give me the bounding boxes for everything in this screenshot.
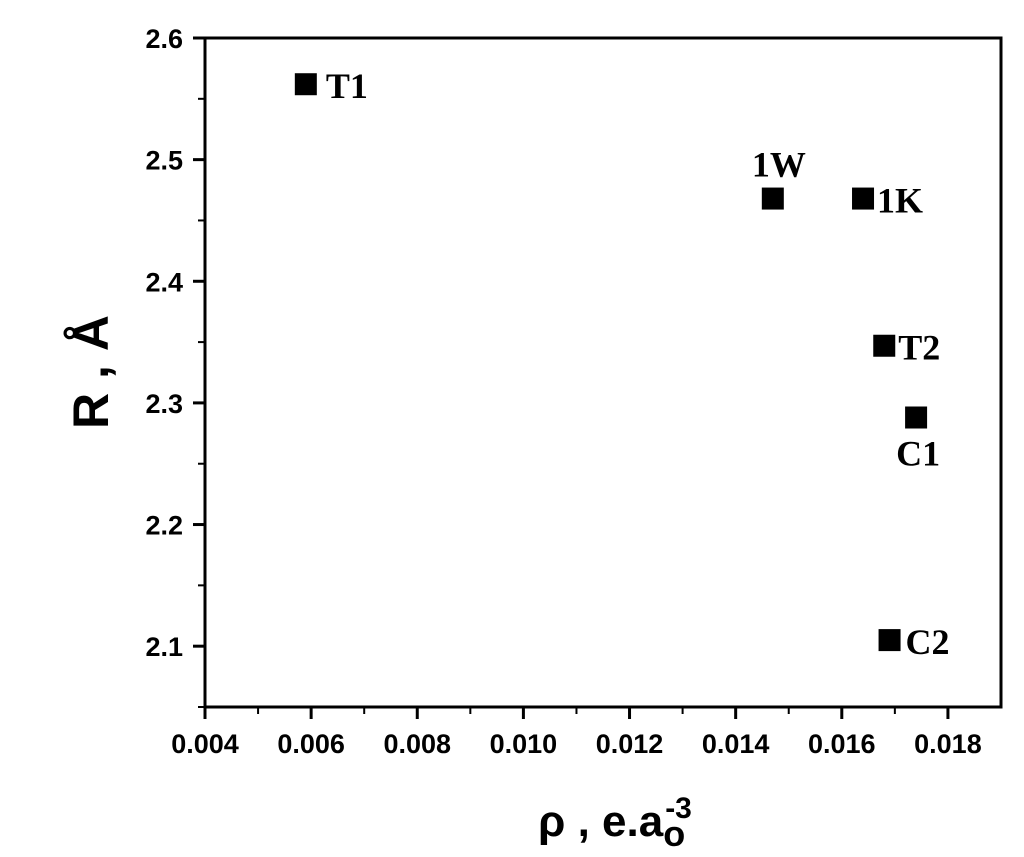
data-point-marker (852, 187, 875, 210)
data-point-marker (878, 629, 901, 652)
data-point-label: C2 (906, 622, 950, 662)
y-tick-label: 2.6 (145, 24, 183, 54)
x-tick-label: 0.016 (808, 729, 876, 759)
data-point-marker (294, 73, 317, 96)
x-tick-label: 0.004 (171, 729, 239, 759)
y-axis-title-text: R , Å (63, 315, 119, 429)
y-axis: 2.1 2.2 2.3 2.4 2.5 2.6 (145, 24, 205, 708)
x-tick-label: 0.006 (277, 729, 345, 759)
x-tick-label: 0.012 (596, 729, 664, 759)
data-point-label: T2 (898, 328, 940, 368)
data-point-label: 1W (752, 145, 806, 185)
data-point-label: T1 (326, 66, 368, 106)
data-point-label: C1 (896, 434, 940, 474)
data-points: T1 1W 1K T2 C1 C2 (294, 66, 950, 662)
x-axis-title-superscript: -3 (665, 792, 692, 825)
data-point-label: 1K (877, 181, 923, 221)
y-tick-label: 2.5 (145, 146, 183, 176)
y-axis-title: R , Å (63, 315, 119, 429)
x-axis-title-subscript: o (663, 813, 685, 854)
y-tick-label: 2.3 (145, 389, 183, 419)
y-tick-label: 2.4 (145, 267, 183, 297)
x-tick-label: 0.018 (914, 729, 982, 759)
x-axis: 0.004 0.006 0.008 0.010 0.012 0.014 0.016 0.018 (171, 707, 982, 759)
x-tick-label: 0.010 (490, 729, 558, 759)
x-tick-label: 0.014 (702, 729, 770, 759)
data-point-marker (873, 334, 896, 357)
y-tick-label: 2.1 (145, 632, 183, 662)
plot-frame (203, 36, 1003, 709)
x-axis-title-main: ρ , e.a (538, 797, 664, 846)
y-tick-label: 2.2 (145, 511, 183, 541)
data-point-marker (905, 406, 928, 429)
x-axis-title: ρ , e.ao-3 (538, 792, 692, 854)
data-point-marker (761, 187, 784, 210)
x-axis-title-text: ρ , e.ao-3 (538, 792, 692, 854)
x-tick-label: 0.008 (383, 729, 451, 759)
